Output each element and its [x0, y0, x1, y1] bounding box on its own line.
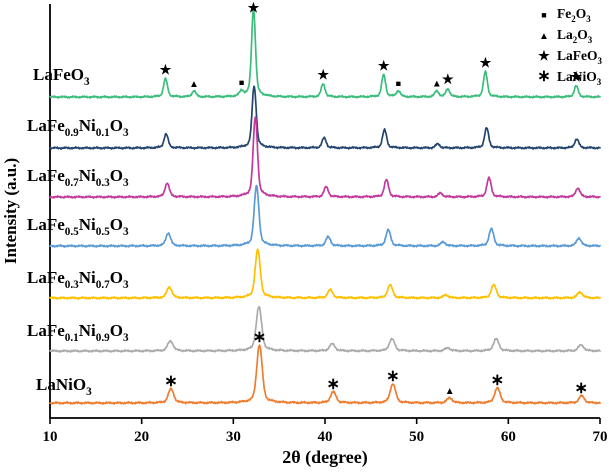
x-tick-label: 60 [501, 429, 516, 445]
y-axis-title: Intensity (a.u.) [1, 158, 20, 264]
legend: ■ Fe2O3 ▲ La2O3 ★ LaFeO3 ∗ LaNiO3 [537, 6, 602, 87]
phase-marker-asterisk-icon: ∗ [164, 373, 177, 390]
phase-marker-star-icon: ★ [480, 55, 492, 70]
series-label-LaFeO3: LaFeO3 [33, 65, 90, 88]
series-label-LaFe0.1Ni0.9O3: LaFe0.1Ni0.9O3 [27, 321, 129, 344]
phase-marker-star-icon: ★ [317, 67, 329, 82]
phase-marker-star-icon: ★ [570, 69, 582, 84]
x-tick-label: 40 [318, 429, 333, 445]
phase-marker-asterisk-icon: ∗ [491, 372, 504, 389]
legend-symbol-star-icon: ★ [538, 48, 550, 63]
series-label-LaFe0.7Ni0.3O3: LaFe0.7Ni0.3O3 [27, 166, 129, 189]
phase-marker-triangle-icon: ▲ [189, 79, 199, 90]
legend-label: LaFeO3 [557, 48, 603, 66]
series-line-LaFe0.1Ni0.9O3 [49, 305, 601, 353]
phase-marker-triangle-icon: ▲ [445, 386, 455, 397]
phase-marker-asterisk-icon: ∗ [386, 368, 399, 385]
series-line-LaFe0.9Ni0.1O3 [49, 85, 601, 150]
phase-marker-asterisk-icon: ∗ [327, 376, 340, 393]
legend-label: Fe2O3 [557, 6, 591, 24]
phase-marker-square-icon: ■ [396, 79, 401, 89]
x-tick-label: 70 [593, 429, 608, 445]
phase-marker-star-icon: ★ [378, 58, 390, 73]
series-label-LaFe0.9Ni0.1O3: LaFe0.9Ni0.1O3 [27, 116, 129, 139]
x-tick-label: 30 [226, 429, 241, 445]
x-tick-label: 10 [43, 429, 58, 445]
x-tick-label: 20 [134, 429, 149, 445]
x-tick-label: 50 [409, 429, 424, 445]
series-label-LaFe0.5Ni0.5O3: LaFe0.5Ni0.5O3 [27, 215, 129, 238]
phase-marker-star-icon: ★ [442, 72, 454, 87]
series-label-LaFe0.3Ni0.7O3: LaFe0.3Ni0.7O3 [27, 268, 129, 291]
series-line-LaFe0.3Ni0.7O3 [49, 248, 601, 300]
x-axis-title: 2θ (degree) [282, 447, 368, 468]
phase-marker-star-icon: ★ [160, 62, 172, 77]
legend-symbol-square-icon: ■ [541, 10, 546, 20]
series-line-LaFe0.5Ni0.5O3 [49, 184, 601, 248]
series-line-LaFeO3 [49, 8, 601, 99]
series-line-LaFe0.7Ni0.3O3 [49, 116, 601, 199]
series-line-LaNiO3 [49, 344, 601, 405]
legend-symbol-asterisk-icon: ∗ [537, 68, 550, 85]
phase-marker-asterisk-icon: ∗ [575, 380, 588, 397]
phase-marker-triangle-icon: ▲ [432, 79, 442, 90]
phase-marker-square-icon: ■ [239, 78, 244, 88]
legend-label: LaNiO3 [557, 69, 602, 87]
phase-marker-asterisk-icon: ∗ [253, 329, 266, 346]
phase-marker-star-icon: ★ [248, 0, 260, 15]
legend-label: La2O3 [557, 27, 593, 45]
series-label-LaNiO3: LaNiO3 [36, 375, 92, 398]
legend-symbol-triangle-icon: ▲ [539, 31, 549, 42]
